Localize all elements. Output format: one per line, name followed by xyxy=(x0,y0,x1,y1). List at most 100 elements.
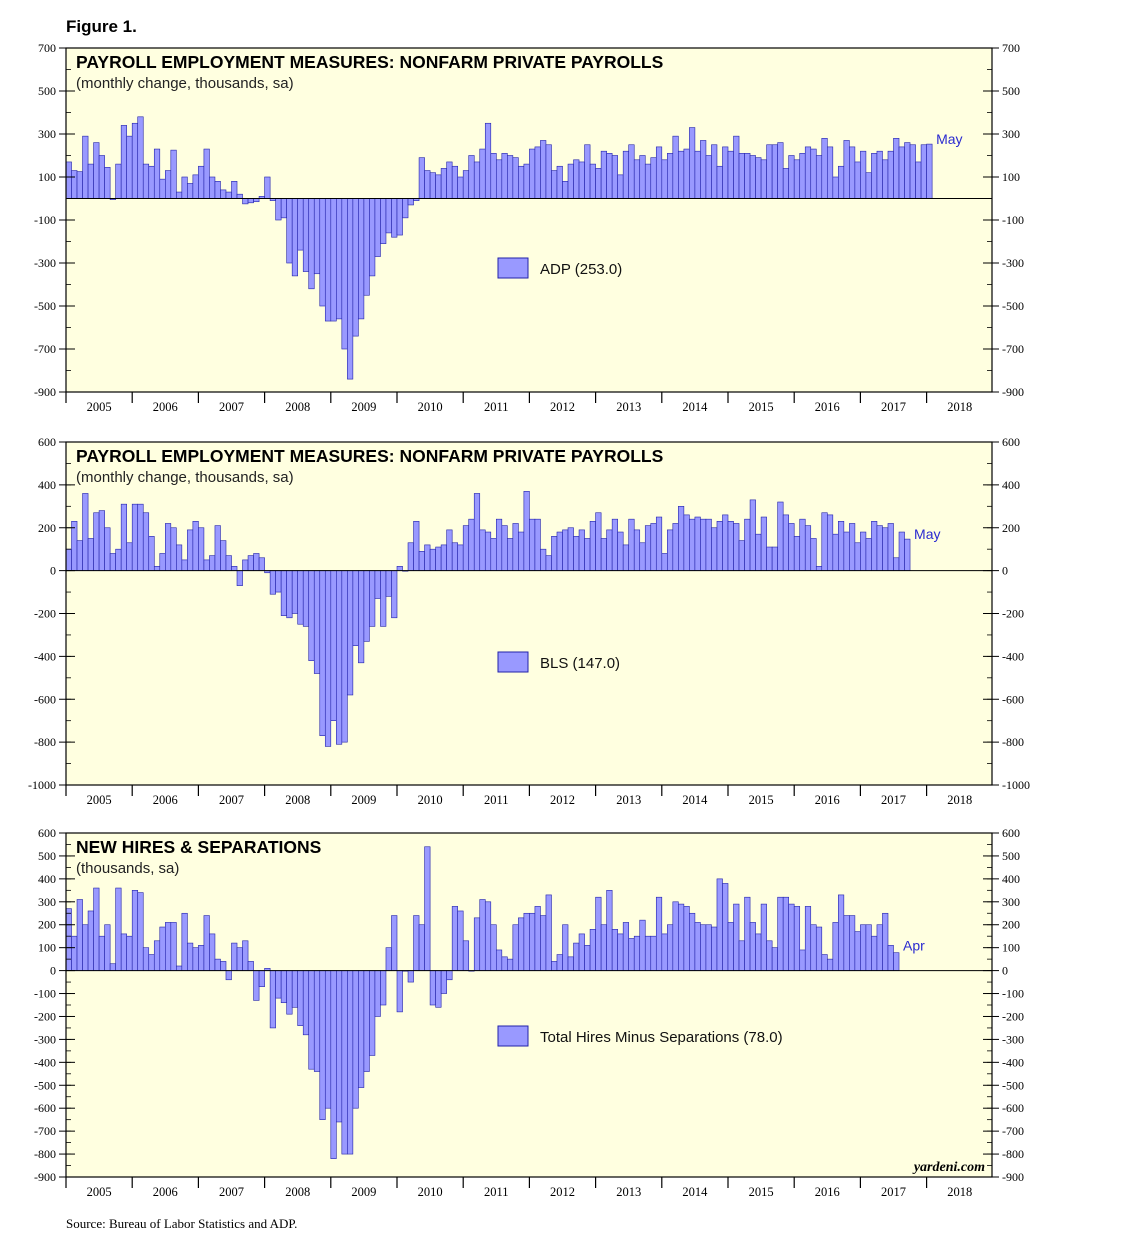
bar xyxy=(595,512,602,571)
bar xyxy=(556,954,563,971)
bar xyxy=(804,906,812,971)
bar xyxy=(369,570,376,627)
bar xyxy=(771,947,778,971)
bar xyxy=(760,159,767,199)
bar xyxy=(860,150,867,199)
bar xyxy=(606,529,613,571)
bar xyxy=(727,922,734,971)
bar xyxy=(258,557,265,571)
bar xyxy=(374,970,381,1017)
bar xyxy=(495,949,503,971)
bar xyxy=(352,198,359,337)
bar xyxy=(733,135,740,199)
bar xyxy=(529,148,536,199)
bar xyxy=(849,523,856,571)
bar xyxy=(247,961,254,971)
bar xyxy=(799,949,806,971)
bar xyxy=(137,116,144,199)
bar xyxy=(810,538,817,571)
bar xyxy=(700,924,707,971)
bar xyxy=(545,894,552,971)
x-tick-label: 2006 xyxy=(153,400,178,414)
bar xyxy=(628,518,635,571)
bar xyxy=(165,170,172,199)
y-tick-label-left: -1000 xyxy=(28,778,56,792)
x-tick-label: 2015 xyxy=(749,1185,774,1199)
bar xyxy=(391,198,398,238)
y-tick-label-right: 100 xyxy=(1002,170,1020,184)
bar xyxy=(495,518,503,571)
bar xyxy=(672,523,679,571)
bar xyxy=(567,956,574,971)
bar xyxy=(562,181,569,199)
bar xyxy=(722,514,729,571)
bar xyxy=(887,945,894,971)
y-tick-label-right: 200 xyxy=(1002,918,1020,932)
bar xyxy=(771,144,778,199)
y-tick-label-left: -800 xyxy=(34,1147,56,1161)
bar xyxy=(181,912,188,971)
y-tick-label-right: 100 xyxy=(1002,941,1020,955)
bar xyxy=(374,198,381,257)
bar xyxy=(584,144,591,199)
bar xyxy=(473,493,481,571)
bar xyxy=(407,542,414,571)
bar xyxy=(242,559,249,571)
x-tick-label: 2011 xyxy=(484,1185,509,1199)
bar xyxy=(843,915,850,971)
bar xyxy=(882,912,889,971)
x-tick-label: 2016 xyxy=(815,793,840,807)
bar xyxy=(507,155,514,199)
bar xyxy=(391,915,398,971)
bar xyxy=(109,553,116,571)
bar xyxy=(297,198,304,251)
bar xyxy=(93,887,100,971)
bar xyxy=(512,157,519,199)
bar xyxy=(661,933,668,971)
bar xyxy=(479,529,486,571)
bar xyxy=(291,198,298,277)
y-tick-label-left: 0 xyxy=(50,564,56,578)
bar xyxy=(435,970,442,1008)
bar xyxy=(479,899,486,971)
bar xyxy=(650,523,657,571)
bar xyxy=(507,958,514,971)
y-tick-label-right: 300 xyxy=(1002,895,1020,909)
bar xyxy=(722,146,729,199)
bar xyxy=(462,940,470,971)
bar xyxy=(220,961,227,971)
bar xyxy=(683,906,690,971)
y-tick-label-left: 600 xyxy=(38,435,56,449)
bar xyxy=(369,198,376,277)
chart-subtitle: (monthly change, thousands, sa) xyxy=(76,75,294,92)
bar xyxy=(804,146,812,199)
bar xyxy=(782,168,789,199)
bar xyxy=(324,970,332,1109)
bar xyxy=(705,155,712,199)
x-tick-label: 2010 xyxy=(418,400,443,414)
bar xyxy=(148,954,155,971)
end-label: Apr xyxy=(903,938,925,954)
bar xyxy=(418,157,425,199)
y-tick-label-right: -400 xyxy=(1002,649,1024,663)
bar xyxy=(231,566,238,571)
bar xyxy=(214,525,221,571)
bar xyxy=(854,161,861,199)
bar xyxy=(280,570,287,616)
bar xyxy=(799,153,806,199)
bar xyxy=(319,198,326,307)
bar xyxy=(898,146,905,199)
bar xyxy=(347,570,354,696)
bar xyxy=(385,947,392,971)
bar xyxy=(468,518,475,571)
bar xyxy=(176,191,183,199)
legend-label: BLS (147.0) xyxy=(540,655,620,672)
bar xyxy=(347,970,354,1155)
bar xyxy=(93,142,100,199)
bar xyxy=(109,963,116,971)
bar xyxy=(253,970,260,1001)
chart-title: PAYROLL EMPLOYMENT MEASURES: NONFARM PRI… xyxy=(76,52,663,72)
bar xyxy=(198,945,205,971)
bar xyxy=(451,542,458,571)
y-tick-label-right: -500 xyxy=(1002,299,1024,313)
